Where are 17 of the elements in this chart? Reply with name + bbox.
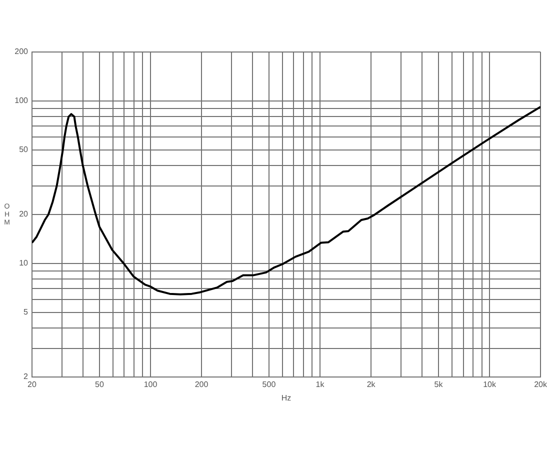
- x-axis-title: Hz: [281, 393, 292, 402]
- y-tick-label: 10: [19, 258, 29, 268]
- x-tick-label: 200: [194, 380, 209, 390]
- y-tick-label: 2: [24, 372, 29, 382]
- x-tick-label: 2k: [366, 380, 376, 390]
- x-tick-label: 50: [95, 380, 104, 390]
- y-tick-label: 200: [14, 47, 29, 56]
- y-tick-label: 20: [19, 210, 29, 219]
- x-tick-label: 20k: [534, 380, 548, 390]
- y-tick-label: 5: [24, 308, 29, 317]
- x-tick-label: 500: [262, 380, 276, 390]
- x-tick-label: 5k: [434, 380, 444, 390]
- y-tick-label: 100: [14, 96, 29, 106]
- y-tick-label: 50: [19, 145, 29, 154]
- x-tick-label: 10k: [483, 380, 497, 390]
- x-tick-label: 1k: [316, 380, 326, 390]
- x-tick-label: 100: [144, 380, 158, 390]
